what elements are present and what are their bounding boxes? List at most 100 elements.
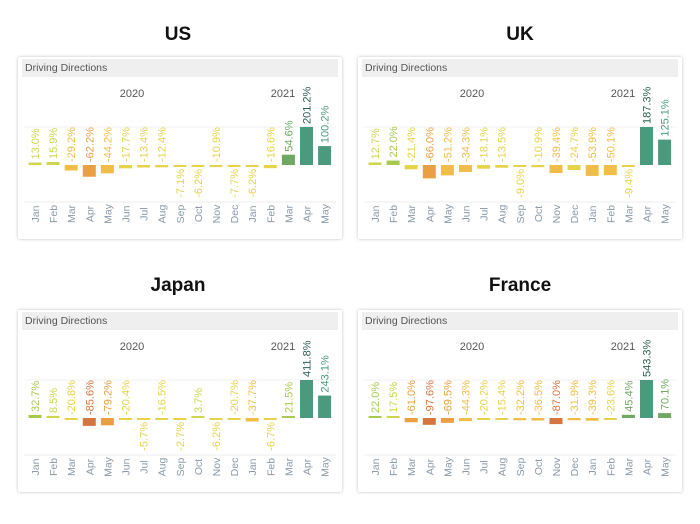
- data-label: -20.2%: [479, 380, 491, 415]
- data-label: -44.2%: [102, 127, 114, 162]
- bar: [549, 418, 563, 425]
- bar: [300, 127, 313, 165]
- data-label: -61.0%: [406, 380, 418, 415]
- data-label: 100.2%: [320, 106, 332, 144]
- bar: [263, 418, 277, 420]
- bar: [459, 165, 472, 172]
- data-label: -20.7%: [229, 380, 241, 415]
- data-label: 22.0%: [370, 382, 382, 413]
- bar-chart: 2020 2021 13.0% Jan 15.9% Feb -29.2% Mar -62.2% A…: [24, 86, 336, 224]
- bar: [422, 418, 436, 425]
- year-label: 2021: [271, 88, 295, 100]
- month-label: May: [660, 203, 672, 224]
- bar: [495, 165, 509, 168]
- bar: [386, 416, 400, 418]
- month-label: Mar: [623, 457, 635, 476]
- month-label: Jan: [370, 458, 382, 475]
- month-label: Nov: [551, 204, 563, 223]
- data-label: 13.0%: [30, 128, 42, 159]
- bar: [173, 165, 187, 167]
- month-label: Jul: [139, 207, 151, 220]
- month-label: Aug: [497, 458, 509, 477]
- month-label: Jun: [461, 205, 473, 222]
- data-label: -7.1%: [175, 169, 187, 198]
- data-label: 187.3%: [642, 86, 654, 124]
- bar: [100, 165, 114, 174]
- month-label: Jun: [461, 458, 473, 475]
- bar: [137, 165, 151, 168]
- data-label: -6.7%: [265, 422, 277, 451]
- bar: [404, 418, 418, 423]
- bar: [585, 165, 599, 176]
- month-label: Oct: [193, 459, 205, 475]
- data-label: -97.6%: [424, 380, 436, 415]
- data-label: -9.4%: [623, 169, 635, 198]
- year-label: 2020: [460, 88, 484, 100]
- month-label: Jan: [587, 458, 599, 475]
- data-label: -29.2%: [66, 127, 78, 162]
- month-label: Sep: [515, 205, 527, 224]
- bar: [300, 380, 313, 418]
- bar: [281, 416, 295, 418]
- month-label: Apr: [424, 458, 436, 475]
- data-label: -50.1%: [605, 127, 617, 162]
- data-label: -17.7%: [121, 127, 133, 162]
- data-label: -16.5%: [157, 380, 169, 415]
- data-label: -39.3%: [587, 380, 599, 415]
- data-label: 201.2%: [302, 86, 314, 124]
- data-label: 243.1%: [320, 355, 332, 393]
- data-label: 17.5%: [388, 382, 400, 413]
- year-label: 2021: [611, 341, 635, 353]
- bar: [191, 165, 205, 167]
- month-label: Mar: [283, 204, 295, 223]
- bar-chart: 2020 2021 22.0% Jan 17.5% Feb -61.0% Mar -97.6% A…: [364, 339, 676, 477]
- chart-panel-us: Driving Directions 2020 2021 13.0% Jan 15.9% F…: [18, 57, 342, 239]
- bar: [621, 414, 635, 418]
- data-label: -16.6%: [265, 127, 277, 162]
- month-label: Jan: [247, 205, 259, 222]
- data-label: -15.4%: [497, 380, 509, 415]
- month-label: Jan: [247, 458, 259, 475]
- data-label: 12.7%: [370, 128, 382, 159]
- month-label: Jan: [370, 205, 382, 222]
- month-label: Dec: [569, 458, 581, 477]
- month-label: Apr: [642, 458, 654, 475]
- bar: [513, 418, 527, 421]
- month-label: May: [442, 456, 454, 477]
- bar: [513, 165, 527, 167]
- month-label: Dec: [569, 205, 581, 224]
- data-label: 45.4%: [623, 380, 635, 411]
- bar: [621, 165, 635, 167]
- data-label: -5.7%: [139, 422, 151, 451]
- month-label: Apr: [302, 458, 314, 475]
- month-label: Feb: [265, 205, 277, 223]
- bar: [155, 418, 169, 420]
- bar: [640, 380, 653, 418]
- data-label: 70.1%: [660, 379, 672, 410]
- data-label: -7.7%: [229, 169, 241, 198]
- bar: [477, 165, 491, 169]
- bar: [227, 165, 241, 167]
- data-label: -6.2%: [193, 169, 205, 198]
- data-label: 411.8%: [302, 340, 314, 377]
- bar: [245, 418, 259, 422]
- month-label: Oct: [533, 206, 545, 222]
- chart-title-france: France: [488, 275, 552, 296]
- bar: [28, 162, 42, 165]
- data-label: -10.9%: [533, 127, 545, 162]
- month-label: May: [442, 203, 454, 224]
- data-label: -6.2%: [211, 422, 223, 451]
- bar: [263, 165, 277, 169]
- data-label: -20.4%: [121, 380, 133, 415]
- data-label: -32.2%: [515, 380, 527, 415]
- data-label: 543.3%: [642, 339, 654, 377]
- bar: [440, 418, 454, 423]
- data-label: 15.9%: [48, 128, 60, 159]
- year-label: 2020: [460, 341, 484, 353]
- bar: [281, 154, 295, 165]
- data-label: -2.7%: [175, 422, 187, 451]
- data-label: -20.8%: [66, 380, 78, 415]
- data-label: 22.0%: [388, 126, 400, 157]
- month-label: Dec: [229, 458, 241, 477]
- year-label: 2021: [611, 88, 635, 100]
